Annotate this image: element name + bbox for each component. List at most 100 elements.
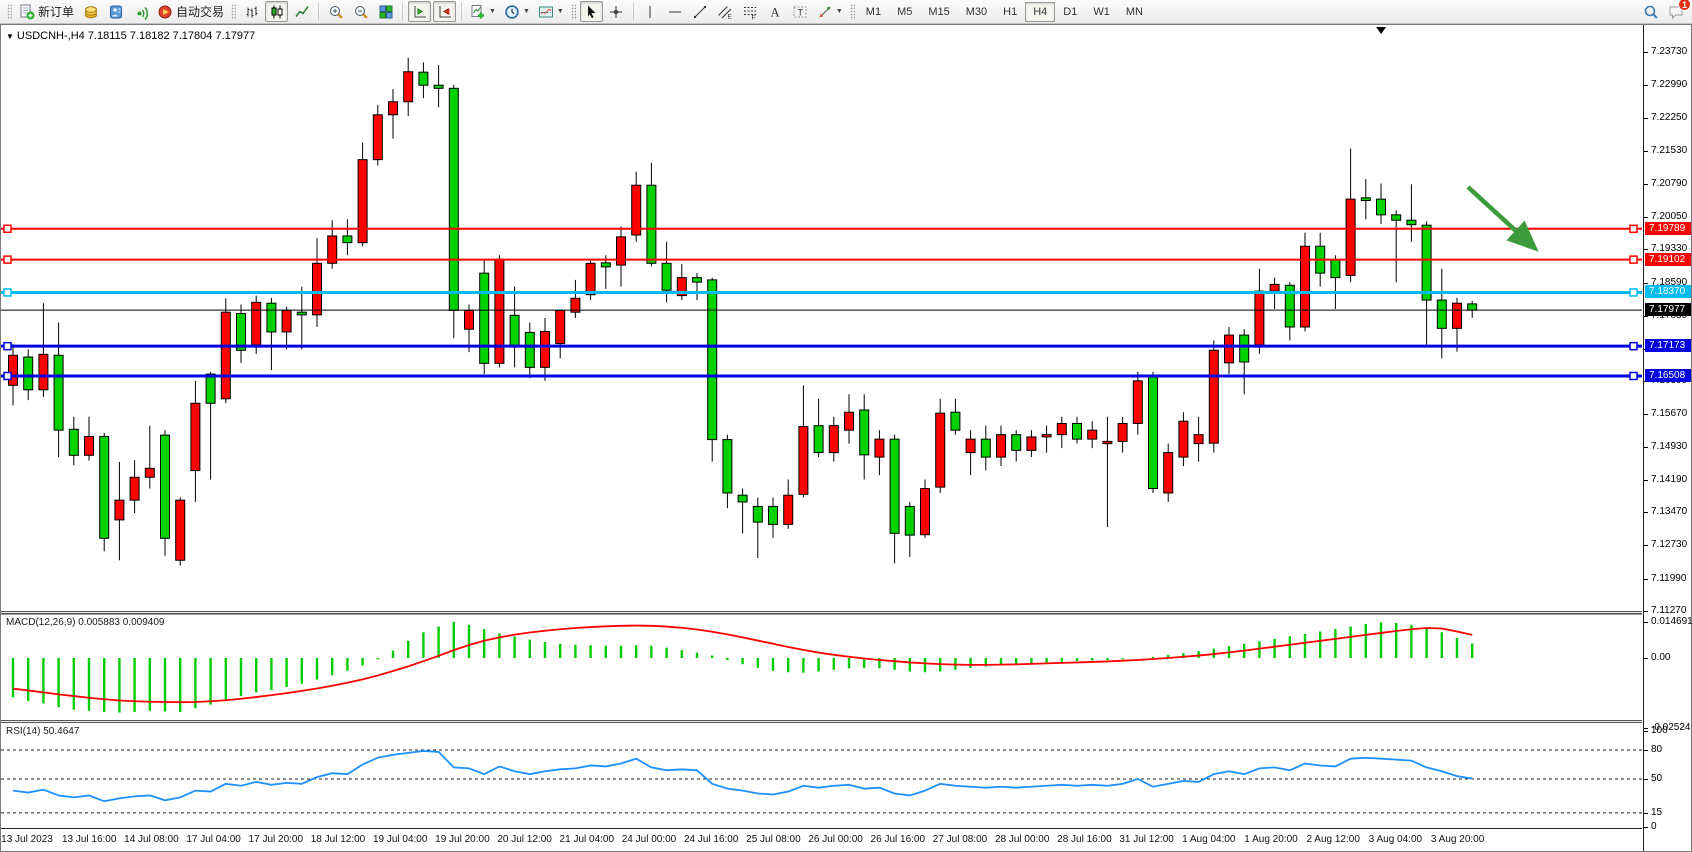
axis-tick [1644,413,1648,415]
main-toolbar: 新订单 自动交易 ▼ ▼ ▼ E F A T ▼ M1 M5 M15 M30 H1 H4 D1 W1 MN 1 [0,0,1692,24]
time-axis-label: 24 Jul 16:00 [683,834,739,845]
trend-arrow-annotation[interactable] [1466,185,1539,252]
macd-value: 0.005883 [78,617,120,628]
timeframe-h1-button[interactable]: H1 [1003,5,1018,18]
tile-windows-button[interactable] [374,1,397,22]
axis-tick [1644,610,1648,612]
rsi-scale-label: 80 [1651,743,1663,755]
price-tick-label: 7.18590 [1651,276,1688,288]
time-axis-label: 17 Jul 04:00 [186,834,241,845]
horizontal-line[interactable] [1,255,1642,264]
horizontal-line[interactable] [1,288,1642,297]
equidistant-channel-button[interactable]: E [714,1,737,22]
time-axis-label: 26 Jul 16:00 [870,834,926,845]
zoom-in-button[interactable] [324,1,347,22]
price-scale[interactable]: 7.23730 7.22990 7.22250 7.21530 7.20790 7.200… [1643,25,1692,851]
axis-tick [1644,183,1648,185]
chart-shift-button[interactable] [433,1,457,22]
text-label-button[interactable]: T [789,1,812,22]
toolbar-separator [402,3,404,20]
time-axis-label: 2 Aug 12:00 [1306,834,1360,845]
line-handle [3,224,12,234]
axis-tick [1644,730,1648,732]
rsi-scale-label: 50 [1651,773,1663,784]
axis-tick [1644,249,1648,251]
rsi-pane[interactable] [1,723,1642,828]
timeframe-h4-button[interactable]: H4 [1025,1,1056,22]
bar-chart-button[interactable] [240,1,263,22]
cursor-icon [588,5,596,18]
market-watch-icon [84,5,97,18]
chart-dropdown-arrow[interactable]: ▼ [6,32,14,41]
axis-tick [1644,217,1648,219]
period-button[interactable]: ▼ [501,1,533,22]
macd-pane[interactable] [1,614,1642,720]
macd-signal-line [12,624,1473,704]
notifications-button[interactable]: 1 [1664,0,1691,22]
timeframe-d1-button[interactable]: D1 [1063,5,1078,18]
chart-shift-marker-icon[interactable] [1376,27,1387,34]
cursor-button[interactable] [579,1,603,22]
fibonacci-button[interactable]: F [739,1,762,22]
vline-icon [649,5,651,18]
timeframe-mn-button[interactable]: MN [1125,5,1143,18]
time-axis[interactable]: 13 Jul 2023 13 Jul 16:00 14 Jul 08:00 17 Ju… [1,828,1642,851]
new-chart-button[interactable]: ▼ [467,1,499,22]
timeframe-m1-button[interactable]: M1 [865,5,882,18]
pane-splitter-macd[interactable] [1,611,1642,614]
data-window-button[interactable] [104,1,127,22]
chart-title: ▼ USDCNH-,H4 7.18115 7.18182 7.17804 7.17… [6,30,255,42]
time-axis-label: 26 Jul 00:00 [808,834,863,845]
rsi-scale-label: 0 [1651,821,1657,833]
horizontal-line[interactable] [1,224,1642,234]
line-handle [3,288,12,297]
market-watch-button[interactable] [79,1,102,22]
main-chart-pane[interactable] [1,25,1642,611]
line-chart-button[interactable] [290,1,313,22]
price-line-badge: 7.16508 [1645,368,1691,382]
timeframe-w1-button[interactable]: W1 [1093,5,1110,18]
timeframe-m5-button[interactable]: M5 [897,5,913,18]
toolbar-grip [231,3,237,20]
horizontal-line-button[interactable] [664,1,687,22]
autotrading-button[interactable]: 自动交易 [154,1,227,22]
new-order-icon [20,4,35,19]
time-axis-label: 28 Jul 00:00 [994,834,1050,845]
arrows-button[interactable]: ▼ [814,1,846,22]
clock-icon [505,4,519,19]
time-axis-label: 17 Jul 20:00 [248,834,304,845]
horizontal-line[interactable] [1,371,1642,381]
bar-chart-icon [246,6,258,17]
price-tick-label: 7.22990 [1651,79,1688,91]
search-button[interactable] [1639,1,1662,22]
zoom-in-icon [329,5,343,19]
pane-splitter-rsi[interactable] [1,720,1642,723]
autotrading-icon [158,5,172,18]
horizontal-line[interactable] [1,341,1642,351]
crosshair-button[interactable] [605,1,628,22]
auto-scroll-button[interactable] [408,1,432,22]
candlestick-chart-button[interactable] [265,1,289,22]
axis-tick [1644,578,1648,580]
macd-indicator-label: MACD(12,26,9) 0.005883 0.009409 [6,617,165,628]
time-axis-label: 1 Aug 20:00 [1244,834,1298,845]
rsi-scale-label: 100 [1651,724,1668,736]
templates-button[interactable]: ▼ [535,1,567,22]
toolbar-grip [849,3,855,20]
text-button[interactable]: A [764,1,787,22]
rsi-line [12,750,1473,803]
navigator-button[interactable] [129,1,152,22]
line-handle [1629,288,1638,297]
time-axis-label: 24 Jul 00:00 [621,834,677,845]
trendline-button[interactable] [689,1,712,22]
price-tick-label: 7.13470 [1651,506,1688,518]
new-order-button[interactable]: 新订单 [16,1,77,22]
timeframe-m30-button[interactable]: M30 [965,5,988,18]
zoom-out-button[interactable] [349,1,372,22]
vertical-line-button[interactable] [639,1,662,22]
time-axis-label: 14 Jul 08:00 [124,834,179,845]
timeframe-m15-button[interactable]: M15 [928,5,950,18]
candles [8,57,1478,566]
toolbar-grip [570,3,576,20]
time-axis-label: 3 Aug 04:00 [1368,834,1423,845]
